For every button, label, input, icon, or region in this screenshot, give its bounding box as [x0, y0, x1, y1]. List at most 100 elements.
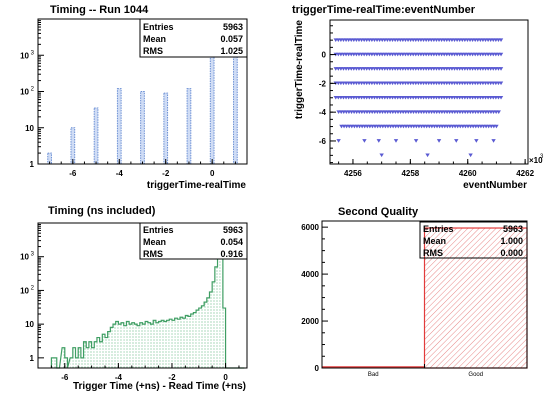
histogram-outline: [50, 250, 245, 369]
x-axis-label: Trigger Time (+ns) - Read Time (+ns): [73, 381, 246, 392]
histogram-bin: [212, 281, 215, 368]
histogram-bin: [94, 341, 97, 368]
histogram-bin: [198, 308, 202, 368]
scatter-marker: [468, 153, 473, 158]
scatter-marker: [491, 139, 496, 143]
x-category-label: Bad: [368, 372, 379, 378]
histogram-bin: [123, 325, 127, 368]
x-axis-multiplier: ×10 3: [529, 154, 544, 165]
stat-label: RMS: [143, 46, 163, 56]
scatter-marker: [498, 52, 504, 57]
stat-value: 0.054: [220, 237, 243, 247]
y-tick-label: -6: [319, 137, 327, 146]
x-tick-label: -6: [69, 169, 77, 178]
histogram-bin: [107, 331, 111, 368]
histogram-bar: [163, 92, 169, 165]
x-tick-label: 4262: [516, 169, 534, 178]
histogram-bin: [147, 322, 151, 368]
histogram-bin: [155, 322, 159, 368]
histogram-bar: [93, 107, 99, 165]
x-tick-label: -6: [61, 373, 69, 382]
y-tick-label: -4: [319, 108, 327, 117]
stat-value: 0.000: [500, 248, 523, 258]
histogram-bin: [78, 347, 81, 368]
stat-label: Entries: [143, 22, 174, 32]
histogram-bin: [153, 320, 156, 368]
histogram-bin: [104, 337, 108, 368]
histogram-bin: [220, 250, 223, 368]
histogram-bin: [171, 320, 175, 368]
bars: [322, 227, 528, 369]
histogram-bin: [75, 357, 79, 368]
histogram-bin: [161, 320, 164, 368]
scatter-marker: [498, 81, 504, 86]
chart-title: Timing (ns included): [48, 205, 156, 217]
stat-label: Mean: [143, 237, 166, 247]
histogram-bin: [62, 347, 65, 368]
y-tick-label: 2000: [301, 317, 319, 326]
multiplier-base: ×10: [529, 156, 543, 165]
histogram-bin: [126, 321, 130, 368]
histogram-bin: [169, 319, 172, 368]
x-category-label: Good: [468, 372, 483, 378]
y-tick-exponent: 2: [31, 87, 35, 93]
histogram-bin: [102, 334, 105, 368]
histogram-bin: [217, 258, 221, 368]
x-tick-label: -4: [116, 169, 124, 178]
stat-label: Mean: [143, 34, 166, 44]
chart-title: Second Quality: [338, 206, 419, 218]
x-axis-label: triggerTime-realTime: [147, 180, 247, 191]
histogram-bin: [139, 322, 143, 368]
stat-label: Entries: [423, 224, 454, 234]
histogram-bin: [110, 327, 114, 368]
histogram-bin: [188, 316, 191, 368]
scatter-marker: [474, 139, 479, 143]
scatter-marker: [413, 139, 419, 143]
stat-label: RMS: [423, 248, 443, 258]
y-tick-label: 10: [20, 286, 29, 295]
markers: [333, 38, 504, 158]
scatter-marker: [425, 153, 430, 158]
stat-label: RMS: [143, 249, 163, 259]
histogram-bin: [129, 324, 132, 368]
scatter-marker: [393, 139, 399, 143]
y-axis-label: triggerTime-realTime: [294, 20, 305, 120]
stat-label: Entries: [143, 225, 174, 235]
histogram-bin: [118, 324, 122, 368]
histogram-bin: [54, 357, 57, 368]
x-tick-label: 4256: [344, 169, 362, 178]
stat-label: Mean: [423, 236, 446, 246]
histogram-bin: [190, 313, 194, 368]
multiplier-exponent: 3: [540, 154, 544, 160]
scatter-marker: [498, 95, 504, 100]
x-tick-label: 4258: [401, 169, 419, 178]
histogram-bin: [121, 322, 124, 368]
histogram-bin: [86, 347, 89, 368]
panel-scatter: triggerTime-realTime:eventNumber 4256 425…: [292, 4, 544, 191]
histogram-bin: [131, 322, 135, 368]
histogram-bin: [70, 357, 73, 368]
histogram-bin: [113, 324, 116, 368]
histogram-bin: [88, 341, 92, 368]
histogram-bin: [72, 347, 76, 368]
y-tick-exponent: 3: [31, 252, 35, 258]
histogram-bin: [193, 312, 197, 368]
stats-box: Entries 5963 Mean 0.054 RMS 0.916: [139, 222, 248, 260]
panel-second-quality: Second Quality Bad Good 0 2000 4000 6000 Entr…: [301, 206, 528, 378]
histogram-bin: [206, 297, 210, 368]
y-tick-exponent: 3: [31, 50, 35, 56]
y-tick-label: 1: [30, 354, 35, 363]
x-tick-label: 0: [210, 169, 215, 178]
y-tick-label: -2: [319, 79, 327, 88]
histogram-bin: [214, 266, 218, 368]
x-tick-label: -2: [168, 373, 176, 382]
x-tick-label: -4: [115, 373, 123, 382]
histogram-bin: [64, 357, 68, 368]
y-tick-exponent: 2: [31, 285, 35, 291]
histogram-bin: [180, 317, 183, 368]
histogram-bin: [134, 324, 138, 368]
histogram-bin: [80, 357, 84, 368]
